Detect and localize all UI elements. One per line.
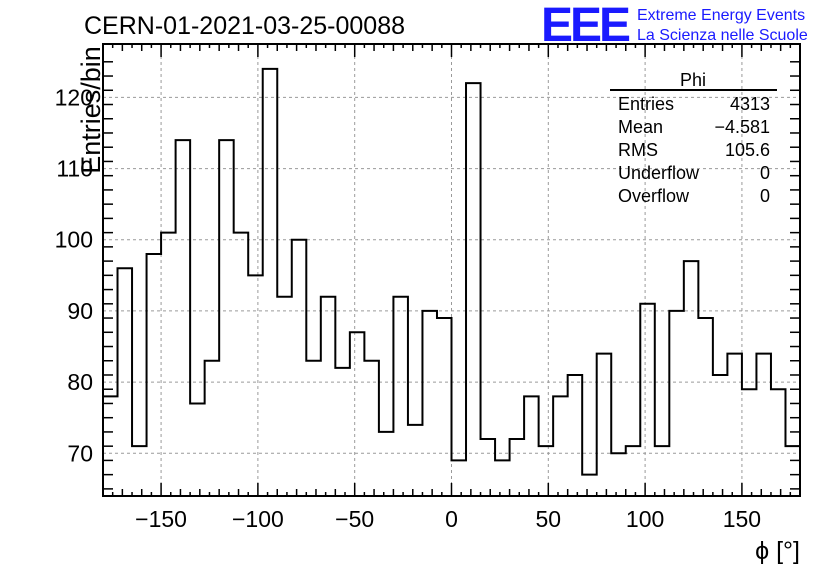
y-axis-label: Entries/bin xyxy=(76,46,106,174)
stats-rows: Entries 4313 Mean −4.581 RMS 105.6 Underflow 0 O… xyxy=(618,94,770,206)
y-tick-label: 110 xyxy=(56,156,93,182)
y-tick-label: 90 xyxy=(67,298,93,324)
axis-ticks xyxy=(103,44,800,496)
stats-row-value: 4313 xyxy=(730,94,770,114)
stats-row-label: Overflow xyxy=(618,186,690,206)
stats-row-label: Entries xyxy=(618,94,674,114)
stats-row-value: 0 xyxy=(760,163,770,183)
logo-line2: La Scienza nelle Scuole xyxy=(637,27,808,44)
x-tick-label: 0 xyxy=(445,506,458,532)
stats-box: Phi Entries 4313 Mean −4.581 RMS 105.6 Underfl… xyxy=(610,70,777,206)
logo-line1: Extreme Energy Events xyxy=(637,7,805,24)
x-axis-label: ϕ [°] xyxy=(755,537,800,565)
x-tick-label: 100 xyxy=(626,506,664,532)
stats-row-value: 0 xyxy=(760,186,770,206)
y-tick-label: 80 xyxy=(67,369,93,395)
x-tick-label: 50 xyxy=(536,506,562,532)
stats-row-label: Underflow xyxy=(618,163,700,183)
stats-row-label: RMS xyxy=(618,140,658,160)
stats-row-value: −4.581 xyxy=(714,117,770,137)
x-tick-label: −50 xyxy=(335,506,374,532)
y-tick-label: 120 xyxy=(55,84,93,110)
y-tick-label: 70 xyxy=(67,440,93,466)
tick-labels: −150 −100 −50 0 50 100 150 70 80 90 100 110 120 xyxy=(55,84,761,532)
x-tick-label: −150 xyxy=(135,506,187,532)
eee-logo: EEE Extreme Energy Events La Scienza nel… xyxy=(541,0,808,52)
stats-row-label: Mean xyxy=(618,117,663,137)
histogram-series xyxy=(103,67,800,476)
stats-row-value: 105.6 xyxy=(725,140,770,160)
x-tick-label: −100 xyxy=(232,506,284,532)
x-tick-label: 150 xyxy=(723,506,761,532)
y-tick-label: 100 xyxy=(55,227,93,253)
stats-title: Phi xyxy=(680,70,706,90)
chart-title: CERN-01-2021-03-25-00088 xyxy=(84,12,405,40)
